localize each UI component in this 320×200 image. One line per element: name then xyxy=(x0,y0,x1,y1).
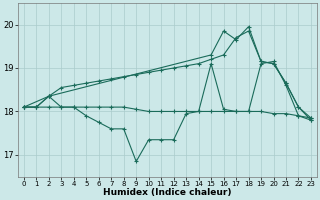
X-axis label: Humidex (Indice chaleur): Humidex (Indice chaleur) xyxy=(103,188,232,197)
